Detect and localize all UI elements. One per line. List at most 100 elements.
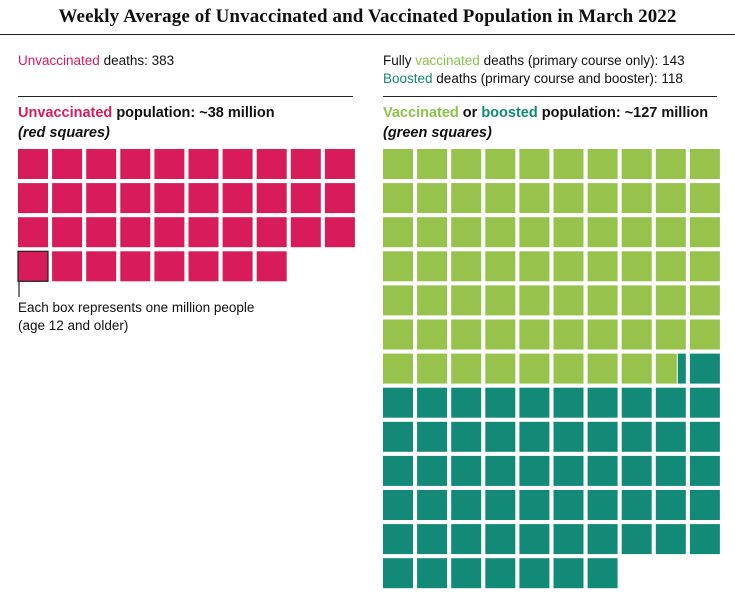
- unvaccinated-square: [256, 217, 287, 248]
- vaccinated-square: [689, 251, 720, 282]
- unvaccinated-square: [290, 217, 321, 248]
- boosted-partial-square: [677, 353, 686, 384]
- unvaccinated-square: [154, 149, 185, 179]
- boosted-square: [519, 558, 550, 589]
- vaccinated-square: [655, 217, 686, 248]
- unvaccinated-square: [222, 251, 253, 282]
- boosted-square: [485, 387, 516, 418]
- boosted-square: [553, 558, 584, 589]
- vaccinated-deaths: Fully vaccinated deaths (primary course …: [383, 52, 685, 70]
- boosted-square: [383, 524, 413, 555]
- unvaccinated-square: [120, 217, 151, 248]
- vaccinated-square: [655, 251, 686, 282]
- unvaccinated-square: [188, 149, 219, 179]
- vaccinated-square: [553, 353, 584, 384]
- vaccinated-square: [417, 251, 448, 282]
- vaccinated-square: [417, 319, 448, 350]
- vaccinated-square: [383, 251, 413, 282]
- boosted-square: [383, 455, 413, 486]
- vaccinated-square: [383, 319, 413, 350]
- vaccinated-square: [485, 149, 516, 179]
- boosted-square: [587, 558, 618, 589]
- unvaccinated-square: [256, 149, 287, 179]
- vaccinated-square: [621, 285, 652, 316]
- vaccinated-square: [587, 183, 618, 214]
- boosted-square: [689, 490, 720, 520]
- vaccinated-square: [451, 353, 482, 384]
- unvaccinated-square: [18, 149, 48, 179]
- unvaccinated-deaths-value: deaths: 383: [99, 53, 175, 68]
- boosted-square: [621, 421, 652, 452]
- vaccinated-square: [655, 319, 686, 350]
- vaccinated-square: [587, 285, 618, 316]
- boosted-square: [587, 387, 618, 418]
- vaccinated-square: [587, 353, 618, 384]
- vaccinated-square: [417, 183, 448, 214]
- vaccinated-square: [519, 319, 550, 350]
- unvaccinated-square: [86, 217, 117, 248]
- boosted-square: [689, 353, 720, 384]
- vaccinated-population-value: population: ~127 million: [537, 105, 709, 121]
- vaccinated-square: [553, 217, 584, 248]
- vaccinated-square: [519, 217, 550, 248]
- unvaccinated-square: [256, 183, 287, 214]
- vaccinated-square: [689, 285, 720, 316]
- boosted-square: [689, 421, 720, 452]
- boosted-square: [383, 558, 413, 589]
- boosted-square: [553, 490, 584, 520]
- boosted-square: [519, 387, 550, 418]
- vaccinated-population-or: or: [458, 105, 482, 121]
- boosted-square: [655, 387, 686, 418]
- vaccinated-square: [587, 149, 618, 179]
- vaccinated-square: [417, 217, 448, 248]
- unvaccinated-square: [86, 183, 117, 214]
- unvaccinated-square: [324, 217, 355, 248]
- boosted-square: [451, 524, 482, 555]
- vaccinated-square: [485, 251, 516, 282]
- boosted-square: [485, 558, 516, 589]
- boosted-square: [655, 455, 686, 486]
- legend-line-1: Each box represents one million people: [18, 300, 255, 315]
- unvaccinated-square: [188, 183, 219, 214]
- vaccinated-square: [621, 251, 652, 282]
- vaccinated-square: [553, 149, 584, 179]
- boosted-square: [519, 524, 550, 555]
- boosted-square: [519, 490, 550, 520]
- boosted-square: [519, 421, 550, 452]
- vaccinated-square: [621, 353, 652, 384]
- vaccinated-square: [417, 149, 448, 179]
- vaccinated-square: [417, 285, 448, 316]
- boosted-square: [621, 524, 652, 555]
- unvaccinated-square: [290, 183, 321, 214]
- unvaccinated-square: [52, 183, 83, 214]
- unvaccinated-population-value: population: ~38 million: [112, 105, 275, 121]
- vaccinated-population-label: Vaccinated: [383, 105, 459, 121]
- vaccinated-square: [655, 183, 686, 214]
- vaccinated-deaths-label: vaccinated: [415, 53, 480, 68]
- vaccinated-partial-square: [655, 353, 677, 384]
- vaccinated-square: [689, 183, 720, 214]
- unvaccinated-square: [52, 251, 83, 282]
- unvaccinated-square: [154, 251, 185, 282]
- unvaccinated-square: [222, 149, 253, 179]
- boosted-deaths-value: deaths (primary course and booster): 118: [432, 71, 683, 86]
- chart-title: Weekly Average of Unvaccinated and Vacci…: [58, 6, 677, 27]
- vaccinated-square: [451, 149, 482, 179]
- vaccinated-square: [689, 149, 720, 179]
- vaccinated-square: [519, 285, 550, 316]
- vaccinated-square: [417, 353, 448, 384]
- unvaccinated-population: Unvaccinated population: ~38 million: [18, 104, 275, 122]
- boosted-square: [689, 387, 720, 418]
- boosted-square: [587, 455, 618, 486]
- unvaccinated-square: [120, 149, 151, 179]
- unvaccinated-square: [86, 149, 117, 179]
- boosted-deaths: Boosted deaths (primary course and boost…: [383, 70, 683, 88]
- boosted-square: [485, 490, 516, 520]
- boosted-square: [417, 421, 448, 452]
- vaccinated-square: [451, 183, 482, 214]
- legend-line-2: (age 12 and older): [18, 318, 129, 333]
- vaccinated-square: [519, 183, 550, 214]
- vaccinated-square: [485, 217, 516, 248]
- unvaccinated-square: [188, 251, 219, 282]
- vaccinated-population-sub: (green squares): [383, 125, 492, 141]
